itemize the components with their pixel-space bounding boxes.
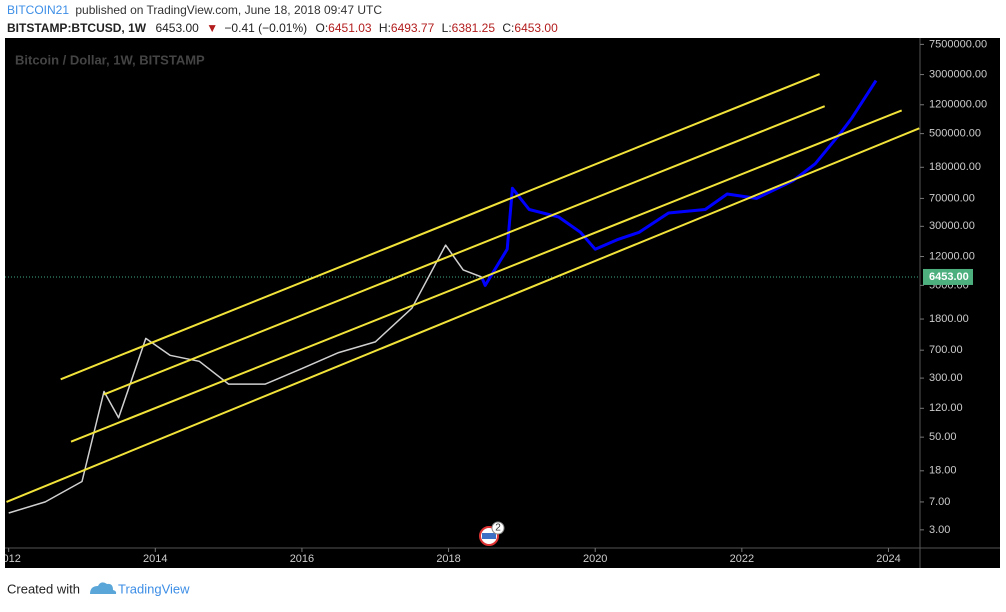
y-tick-label: 7.00 [929,496,950,508]
author[interactable]: BITCOIN21 [7,3,69,17]
y-tick-label: 700.00 [929,344,963,356]
price-line [60,73,820,381]
event-badge-count: 2 [495,523,501,534]
x-tick-label: 2012 [0,553,21,565]
y-tick-label: 18.00 [929,465,957,477]
x-tick-label: 2020 [583,553,607,565]
y-tick-label: 3000000.00 [929,68,987,80]
plot [5,73,920,514]
published: published on TradingView.com, June 18, 2… [75,3,382,17]
event-marker[interactable]: 2 [479,521,505,546]
chart-background [5,38,1000,568]
y-tick-label: 50.00 [929,431,957,443]
ohlc-value: 6381.25 [452,21,496,35]
event-badge [491,521,505,535]
y-tick-label: 1200000.00 [929,99,987,111]
y-tick-label: 120.00 [929,402,963,414]
ohlc-label: L: [442,21,452,35]
price-line [8,244,482,514]
ohlc-value: 6453.00 [514,21,558,35]
price-line [70,109,903,443]
price-line [103,105,826,396]
footer-text: Created with [7,581,80,596]
y-tick-label: 180000.00 [929,161,981,173]
price-line [6,127,920,503]
x-tick-label: 2024 [876,553,900,565]
y-tick-label: 3.00 [929,524,950,536]
ohlc-label: O: [316,21,329,35]
ohlc-label: C: [502,21,514,35]
last-price-label: 6453.00 [929,271,969,283]
y-tick-label: 7500000.00 [929,38,987,50]
y-tick-label: 1800.00 [929,313,969,325]
x-axis: 2012 2014 2016 2018 2020 2022 2024 [0,548,901,565]
brand-logo[interactable] [90,582,117,594]
y-tick-label: 12000.00 [929,250,975,262]
ohlc-value: 6493.77 [391,21,435,35]
y-tick-label: 70000.00 [929,192,975,204]
x-tick-label: 2016 [290,553,314,565]
y-tick-label: 30000.00 [929,220,975,232]
symbol: BITSTAMP:BTCUSD, 1W [7,21,147,35]
price: 6453.00 [155,21,199,35]
footer: Created with TradingView [7,581,190,596]
y-tick-label: 500000.00 [929,128,981,140]
y-tick-label: 300.00 [929,372,963,384]
ohlc-value: 6451.03 [328,21,372,35]
x-tick-label: 2022 [730,553,754,565]
watermark: Bitcoin / Dollar, 1W, BITSTAMP [15,52,205,67]
ohlc-label: H: [379,21,391,35]
symbol-line: BITSTAMP:BTCUSD, 1W 6453.00 ▼ −0.41 (−0.… [7,21,558,35]
brand-link[interactable]: TradingView [118,581,190,596]
header-line: BITCOIN21 published on TradingView.com, … [7,3,382,17]
x-tick-label: 2014 [143,553,167,565]
x-tick-label: 2018 [436,553,460,565]
price-line [480,79,878,287]
arrow: ▼ [206,21,218,35]
last-price-box [923,268,973,285]
event-icon-flag [482,533,496,539]
change: −0.41 (−0.01%) [224,21,307,35]
